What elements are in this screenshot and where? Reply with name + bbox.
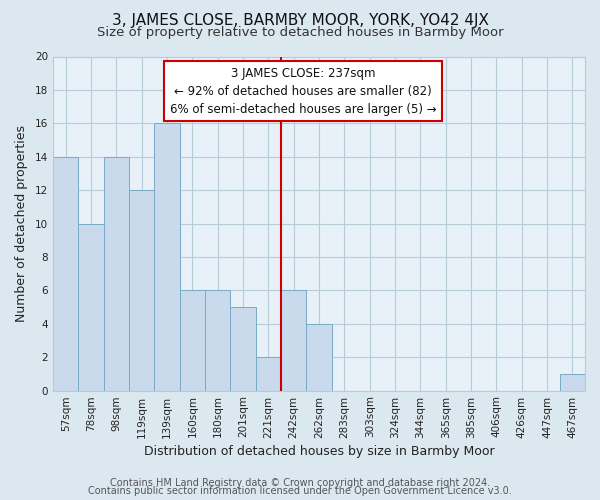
Text: Contains public sector information licensed under the Open Government Licence v3: Contains public sector information licen…	[88, 486, 512, 496]
Text: Contains HM Land Registry data © Crown copyright and database right 2024.: Contains HM Land Registry data © Crown c…	[110, 478, 490, 488]
Bar	[281, 290, 307, 390]
Bar	[154, 124, 180, 390]
X-axis label: Distribution of detached houses by size in Barmby Moor: Distribution of detached houses by size …	[144, 444, 494, 458]
Bar	[230, 307, 256, 390]
Bar	[104, 156, 129, 390]
Bar	[79, 224, 104, 390]
Bar	[256, 357, 281, 390]
Text: 3, JAMES CLOSE, BARMBY MOOR, YORK, YO42 4JX: 3, JAMES CLOSE, BARMBY MOOR, YORK, YO42 …	[112, 12, 488, 28]
Bar	[180, 290, 205, 390]
Bar	[560, 374, 585, 390]
Bar	[307, 324, 332, 390]
Bar	[53, 156, 79, 390]
Y-axis label: Number of detached properties: Number of detached properties	[15, 125, 28, 322]
Bar	[129, 190, 154, 390]
Text: Size of property relative to detached houses in Barmby Moor: Size of property relative to detached ho…	[97, 26, 503, 39]
Text: 3 JAMES CLOSE: 237sqm
← 92% of detached houses are smaller (82)
6% of semi-detac: 3 JAMES CLOSE: 237sqm ← 92% of detached …	[170, 66, 436, 116]
Bar	[205, 290, 230, 390]
